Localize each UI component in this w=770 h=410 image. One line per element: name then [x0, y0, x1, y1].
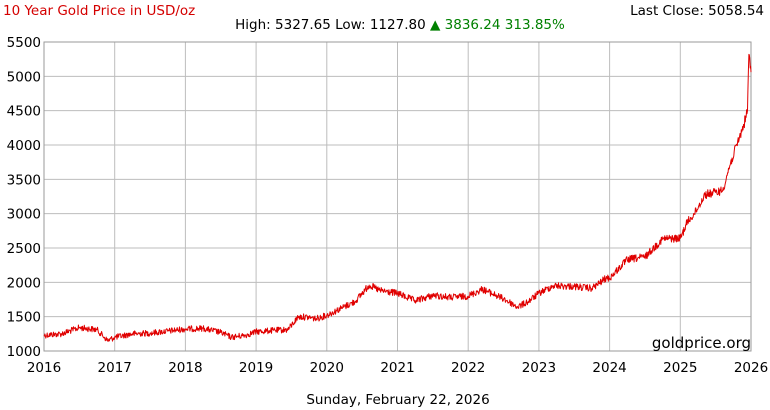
change-value: 3836.24 — [445, 17, 501, 33]
chart-stats: High: 5327.65 Low: 1127.80 ▲ 3836.24 313… — [235, 17, 565, 33]
y-tick-label: 3500 — [7, 172, 41, 188]
last-close-value: 5058.54 — [708, 3, 764, 19]
x-tick-label: 2017 — [98, 360, 132, 376]
last-close-label: Last Close: — [630, 3, 704, 19]
date-label: Sunday, February 22, 2026 — [306, 392, 489, 408]
y-tick-label: 4000 — [7, 138, 41, 154]
plot-grid — [43, 41, 752, 352]
y-tick-label: 3000 — [7, 207, 41, 223]
y-axis: 1000 1500 2000 2500 3000 3500 4000 4500 5000 5500 — [7, 35, 41, 360]
high-label: High: — [235, 17, 271, 33]
change-up-arrow-icon: ▲ — [430, 17, 441, 33]
y-tick-label: 5500 — [7, 35, 41, 51]
y-tick-label: 2500 — [7, 241, 41, 257]
low-value: 1127.80 — [370, 17, 426, 33]
x-tick-label: 2026 — [734, 360, 768, 376]
y-tick-label: 4500 — [7, 104, 41, 120]
chart-title: 10 Year Gold Price in USD/oz — [3, 3, 195, 19]
x-tick-label: 2025 — [663, 360, 697, 376]
x-tick-label: 2024 — [592, 360, 626, 376]
x-axis: 2016 2017 2018 2019 2020 2021 2022 2023 2024 2025… — [27, 360, 768, 376]
x-tick-label: 2021 — [380, 360, 414, 376]
change-percent: 313.85% — [505, 17, 565, 33]
y-tick-label: 1500 — [7, 310, 41, 326]
watermark: goldprice.org — [652, 334, 751, 352]
low-label: Low: — [335, 17, 365, 33]
series-line — [43, 53, 752, 342]
series-layer — [43, 53, 752, 342]
x-tick-label: 2016 — [27, 360, 61, 376]
plot-border — [43, 41, 752, 352]
x-tick-label: 2018 — [168, 360, 202, 376]
y-tick-label: 2000 — [7, 275, 41, 291]
last-close: Last Close: 5058.54 — [630, 3, 764, 19]
x-tick-label: 2019 — [239, 360, 273, 376]
y-tick-label: 5000 — [7, 69, 41, 85]
x-tick-label: 2022 — [451, 360, 485, 376]
y-tick-label: 1000 — [7, 344, 41, 360]
x-tick-label: 2020 — [310, 360, 344, 376]
x-tick-label: 2023 — [522, 360, 556, 376]
high-value: 5327.65 — [275, 17, 331, 33]
